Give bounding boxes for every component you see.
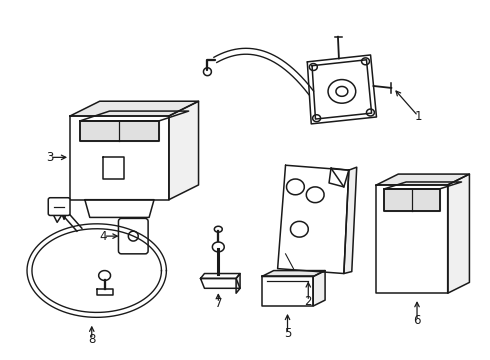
Text: 2: 2	[304, 294, 312, 307]
Polygon shape	[200, 278, 240, 288]
Text: 7: 7	[215, 297, 222, 310]
Text: 8: 8	[88, 333, 96, 346]
Polygon shape	[70, 101, 198, 116]
Text: 3: 3	[47, 151, 54, 164]
Polygon shape	[80, 121, 159, 141]
Polygon shape	[169, 101, 198, 200]
Polygon shape	[278, 165, 349, 274]
Polygon shape	[313, 271, 325, 306]
Polygon shape	[376, 185, 448, 293]
Text: 1: 1	[414, 109, 422, 122]
Polygon shape	[384, 189, 440, 211]
Polygon shape	[329, 168, 349, 187]
Text: 5: 5	[284, 327, 291, 340]
Polygon shape	[376, 174, 469, 185]
Polygon shape	[448, 174, 469, 293]
Polygon shape	[262, 276, 313, 306]
Polygon shape	[307, 55, 376, 124]
Polygon shape	[70, 116, 169, 200]
FancyBboxPatch shape	[119, 219, 148, 254]
FancyBboxPatch shape	[48, 198, 70, 215]
Polygon shape	[85, 200, 154, 217]
Polygon shape	[344, 167, 357, 274]
Text: 4: 4	[100, 230, 107, 243]
Text: 6: 6	[413, 314, 421, 327]
Polygon shape	[236, 274, 240, 293]
Polygon shape	[262, 271, 325, 276]
